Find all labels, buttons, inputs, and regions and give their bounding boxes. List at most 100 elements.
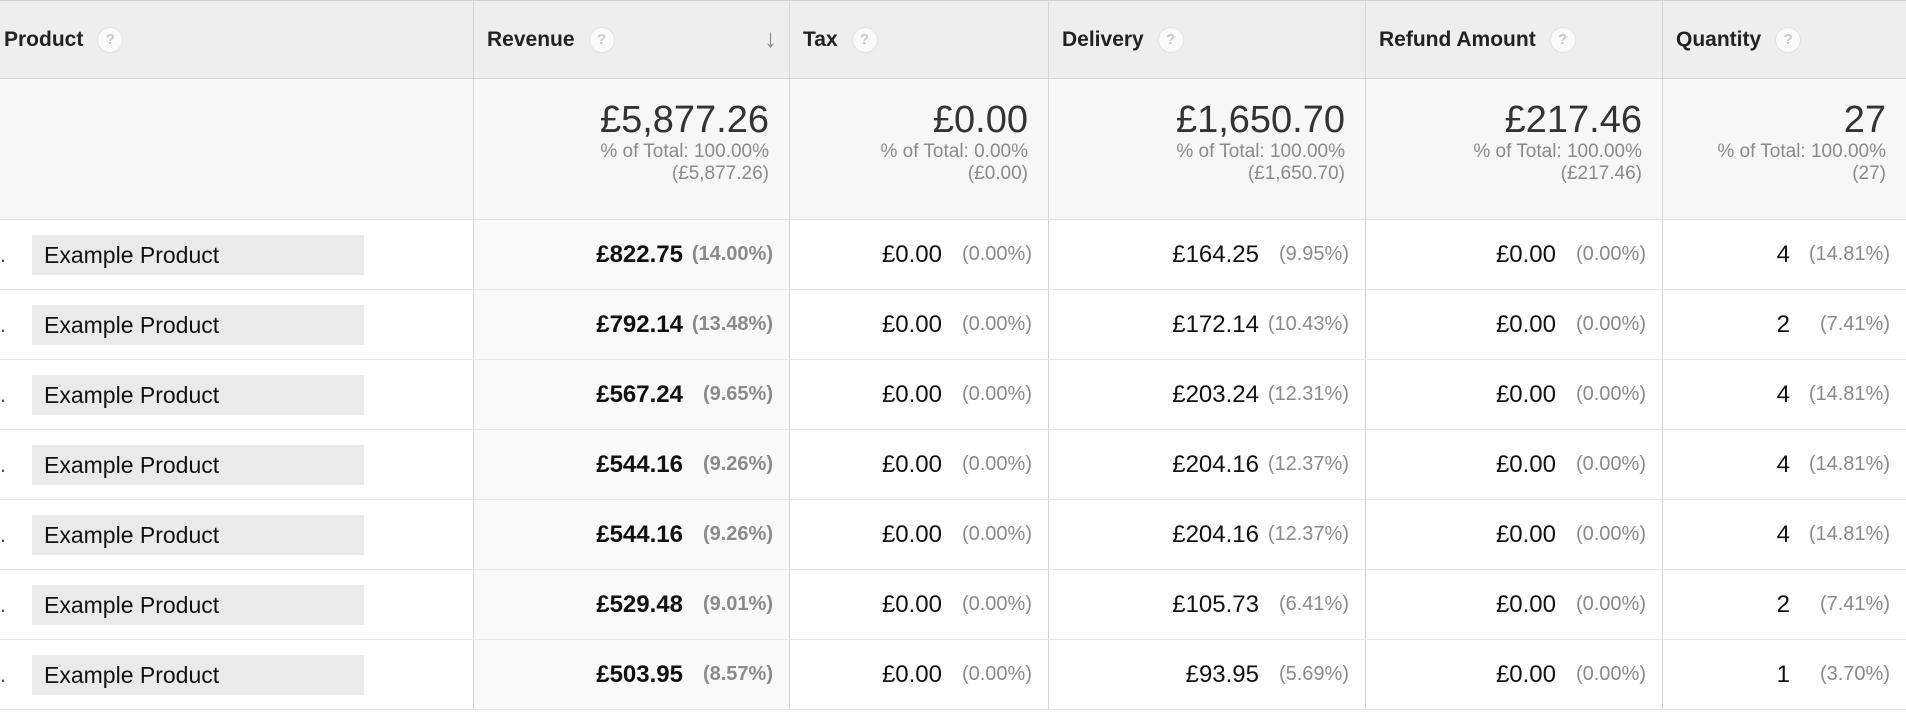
column-header-tax[interactable]: Tax ?: [790, 1, 1049, 78]
revenue-value: £529.48: [596, 590, 683, 618]
product-link[interactable]: Example Product: [32, 304, 364, 345]
delivery-value: £204.16: [1172, 520, 1259, 548]
quantity-percent: (14.81%): [1808, 453, 1890, 475]
row-bullet: .: [0, 311, 7, 337]
quantity-value: 2: [1776, 310, 1790, 338]
quantity-value: 4: [1776, 520, 1790, 548]
tax-value: £0.00: [881, 450, 942, 478]
help-icon[interactable]: ?: [97, 26, 124, 53]
product-cell: . Example Product: [0, 640, 474, 709]
quantity-percent: (3.70%): [1819, 663, 1890, 685]
quantity-percent: (14.81%): [1808, 243, 1890, 265]
refund-value: £0.00: [1495, 310, 1556, 338]
product-link[interactable]: Example Product: [32, 444, 364, 485]
total-value: £0.00: [932, 99, 1028, 141]
tax-cell: £0.00 (0.00%): [790, 290, 1049, 359]
revenue-value: £544.16: [596, 520, 683, 548]
refund-percent: (0.00%): [1575, 453, 1646, 475]
product-cell: . Example Product: [0, 220, 474, 289]
tax-value: £0.00: [881, 380, 942, 408]
product-link[interactable]: Example Product: [32, 654, 364, 695]
delivery-value: £204.16: [1172, 450, 1259, 478]
refund-value: £0.00: [1495, 450, 1556, 478]
column-header-quantity[interactable]: Quantity ?: [1663, 1, 1906, 78]
delivery-value: £105.73: [1172, 590, 1259, 618]
product-cell: . Example Product: [0, 570, 474, 639]
tax-cell: £0.00 (0.00%): [790, 570, 1049, 639]
refund-percent: (0.00%): [1575, 383, 1646, 405]
quantity-cell: 4 (14.81%): [1663, 500, 1906, 569]
help-icon[interactable]: ?: [1549, 26, 1576, 53]
product-link[interactable]: Example Product: [32, 514, 364, 555]
tax-percent: (0.00%): [961, 453, 1032, 475]
product-cell: . Example Product: [0, 360, 474, 429]
help-icon[interactable]: ?: [1157, 26, 1184, 53]
refund-cell: £0.00 (0.00%): [1366, 220, 1663, 289]
revenue-percent: (9.01%): [702, 593, 773, 615]
product-link[interactable]: Example Product: [32, 234, 364, 275]
quantity-cell: 4 (14.81%): [1663, 430, 1906, 499]
revenue-percent: (8.57%): [702, 663, 773, 685]
row-bullet: .: [0, 661, 7, 687]
refund-percent: (0.00%): [1575, 523, 1646, 545]
delivery-cell: £204.16 (12.37%): [1049, 430, 1366, 499]
help-icon[interactable]: ?: [588, 26, 615, 53]
tax-cell: £0.00 (0.00%): [790, 500, 1049, 569]
delivery-cell: £204.16 (12.37%): [1049, 500, 1366, 569]
refund-value: £0.00: [1495, 380, 1556, 408]
refund-value: £0.00: [1495, 590, 1556, 618]
total-absolute: (£1,650.70): [1247, 163, 1345, 184]
revenue-percent: (14.00%): [691, 243, 773, 265]
revenue-value: £792.14: [596, 310, 683, 338]
revenue-cell: £544.16 (9.26%): [474, 500, 790, 569]
delivery-cell: £93.95 (5.69%): [1049, 640, 1366, 709]
refund-cell: £0.00 (0.00%): [1366, 430, 1663, 499]
product-link[interactable]: Example Product: [32, 374, 364, 415]
row-bullet: .: [0, 591, 7, 617]
quantity-value: 4: [1776, 240, 1790, 268]
quantity-value: 1: [1776, 660, 1790, 688]
revenue-cell: £567.24 (9.65%): [474, 360, 790, 429]
help-icon[interactable]: ?: [851, 26, 878, 53]
revenue-value: £503.95: [596, 660, 683, 688]
delivery-cell: £164.25 (9.95%): [1049, 220, 1366, 289]
delivery-value: £164.25: [1172, 240, 1259, 268]
column-header-refund-amount[interactable]: Refund Amount ?: [1366, 1, 1663, 78]
table-row: . Example Product £567.24 (9.65%) £0.00 …: [0, 360, 1906, 430]
tax-percent: (0.00%): [961, 523, 1032, 545]
revenue-percent: (9.65%): [702, 383, 773, 405]
delivery-percent: (12.31%): [1267, 383, 1349, 405]
table-row: . Example Product £544.16 (9.26%) £0.00 …: [0, 500, 1906, 570]
column-header-label: Revenue: [487, 27, 575, 51]
quantity-percent: (7.41%): [1819, 313, 1890, 335]
total-absolute: (£0.00): [967, 163, 1028, 184]
table-row: . Example Product £792.14 (13.48%) £0.00…: [0, 290, 1906, 360]
delivery-percent: (10.43%): [1267, 313, 1349, 335]
revenue-value: £822.75: [596, 240, 683, 268]
refund-value: £0.00: [1495, 660, 1556, 688]
help-icon[interactable]: ?: [1775, 26, 1802, 53]
revenue-percent: (13.48%): [691, 313, 773, 335]
refund-value: £0.00: [1495, 240, 1556, 268]
total-value: 27: [1843, 99, 1886, 141]
tax-cell: £0.00 (0.00%): [790, 430, 1049, 499]
tax-value: £0.00: [881, 240, 942, 268]
tax-percent: (0.00%): [961, 383, 1032, 405]
total-percent: % of Total: 100.00%: [600, 141, 769, 162]
arrow-down-icon[interactable]: ↓: [764, 23, 777, 53]
delivery-percent: (5.69%): [1278, 663, 1349, 685]
product-link[interactable]: Example Product: [32, 584, 364, 625]
row-bullet: .: [0, 451, 7, 477]
quantity-cell: 1 (3.70%): [1663, 640, 1906, 709]
total-delivery: £1,650.70 % of Total: 100.00% (£1,650.70…: [1049, 79, 1366, 219]
column-header-delivery[interactable]: Delivery ?: [1049, 1, 1366, 78]
column-header-label: Delivery: [1062, 27, 1144, 51]
revenue-cell: £529.48 (9.01%): [474, 570, 790, 639]
column-header-product[interactable]: Product ?: [0, 1, 474, 78]
total-quantity: 27 % of Total: 100.00% (27): [1663, 79, 1906, 219]
column-header-revenue[interactable]: Revenue ? ↓: [474, 1, 790, 78]
refund-percent: (0.00%): [1575, 663, 1646, 685]
refund-value: £0.00: [1495, 520, 1556, 548]
total-revenue: £5,877.26 % of Total: 100.00% (£5,877.26…: [474, 79, 790, 219]
column-header-label: Quantity: [1676, 27, 1762, 51]
